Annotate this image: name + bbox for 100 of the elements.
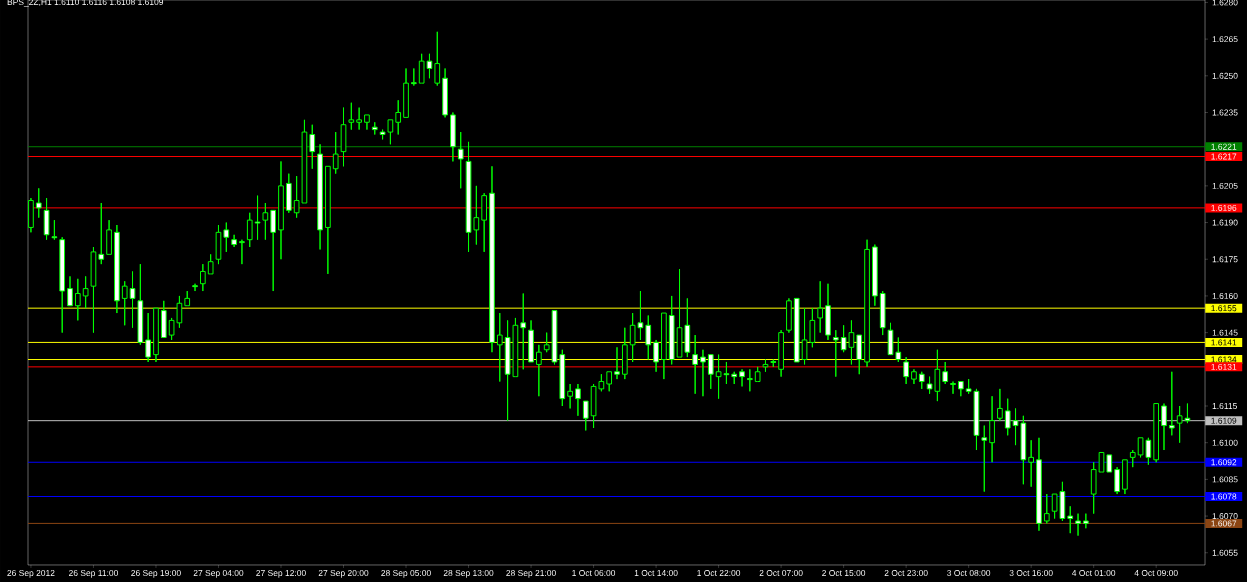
candlestick xyxy=(403,67,409,118)
candlestick xyxy=(223,222,230,253)
y-tick-label: 1.6235 xyxy=(1212,109,1238,116)
candlestick xyxy=(82,275,89,309)
candlestick xyxy=(614,346,620,380)
candlestick xyxy=(520,292,527,370)
candlestick xyxy=(825,283,831,341)
candlestick xyxy=(457,131,464,189)
candlestick xyxy=(582,400,589,431)
candlestick xyxy=(942,361,949,385)
x-tick-label: 4 Oct 01:00 xyxy=(1071,570,1116,576)
y-tick-label: 1.6160 xyxy=(1212,292,1238,299)
candlestick xyxy=(754,366,761,383)
candlestick xyxy=(856,334,863,375)
ref-line-label: 1.6109 xyxy=(1211,417,1237,424)
candlestick xyxy=(1161,403,1167,451)
y-tick-label: 1.6175 xyxy=(1212,256,1238,263)
candlestick xyxy=(770,359,777,368)
candlestick xyxy=(1114,466,1120,495)
candlestick xyxy=(67,275,73,307)
candlestick xyxy=(621,327,628,380)
candlestick xyxy=(895,337,902,363)
candlestick xyxy=(332,131,339,175)
candlestick xyxy=(51,219,58,241)
x-tick-label: 28 Sep 05:00 xyxy=(381,570,431,578)
candlestick xyxy=(1106,454,1113,473)
y-tick-label: 1.6205 xyxy=(1212,182,1238,189)
x-tick-label: 26 Sep 19:00 xyxy=(131,570,181,578)
chart-title: BPS_2Z,H1 1.6110 1.6116 1.6108 1.6109 xyxy=(7,0,164,7)
candlestick xyxy=(903,356,909,385)
candlestick xyxy=(528,319,534,363)
candlestick xyxy=(434,31,441,87)
y-tick-label: 1.6055 xyxy=(1212,549,1238,556)
candlestick xyxy=(340,107,347,167)
candlestick xyxy=(707,354,714,390)
candlestick xyxy=(872,244,878,307)
candlestick xyxy=(74,278,81,321)
candlestick xyxy=(864,239,870,368)
candlestick xyxy=(778,329,784,378)
candlestick xyxy=(192,283,198,292)
candlestick xyxy=(559,349,566,407)
x-tick-label: 1 Oct 14:00 xyxy=(634,570,678,576)
candlestick xyxy=(981,425,988,493)
candlestick xyxy=(59,236,66,334)
x-tick-label: 27 Sep 04:00 xyxy=(193,570,244,578)
candlestick xyxy=(692,334,698,395)
candlestick xyxy=(606,371,613,392)
candlestick xyxy=(106,219,112,255)
ref-line-label: 1.6141 xyxy=(1211,339,1237,346)
candlestick xyxy=(950,381,956,395)
candlestick xyxy=(481,192,488,253)
x-tick-label: 4 Oct 09:00 xyxy=(1134,570,1178,576)
candlestick xyxy=(1036,437,1042,532)
candlestick xyxy=(997,388,1003,422)
candlestick xyxy=(28,197,34,233)
candlestick xyxy=(489,165,495,353)
candlestick xyxy=(536,344,542,397)
ref-line-label: 1.6078 xyxy=(1211,493,1237,500)
candlestick xyxy=(129,270,136,329)
x-tick-label: 3 Oct 16:00 xyxy=(1009,570,1053,576)
y-tick-label: 1.6070 xyxy=(1212,513,1238,520)
candlestick xyxy=(1004,398,1011,436)
ref-line-label: 1.6217 xyxy=(1211,153,1237,160)
x-tick-label: 28 Sep 13:00 xyxy=(443,570,494,578)
candlestick xyxy=(661,312,667,380)
candlestick xyxy=(450,111,456,162)
candlestick xyxy=(747,368,753,392)
candlestick xyxy=(575,383,581,417)
candlestick xyxy=(278,160,284,260)
candlestick xyxy=(371,121,378,136)
candlestick xyxy=(239,239,245,265)
candlestick xyxy=(207,253,214,275)
candlestick xyxy=(957,381,964,397)
candlestick xyxy=(200,263,206,292)
candlestick xyxy=(325,165,331,275)
candlestick xyxy=(114,224,120,314)
candlestick xyxy=(254,195,261,241)
candlestick xyxy=(98,202,105,265)
candlestick xyxy=(215,224,222,265)
candlestick xyxy=(668,295,675,365)
candlestick xyxy=(90,246,97,334)
y-tick-label: 1.6115 xyxy=(1212,403,1237,409)
candlestick xyxy=(121,280,128,326)
ref-line-label: 1.6131 xyxy=(1211,363,1237,370)
candlestick xyxy=(793,297,800,363)
ref-line-label: 1.6067 xyxy=(1211,520,1237,527)
candlestick xyxy=(1028,439,1034,488)
ref-line-label: 1.6155 xyxy=(1211,305,1237,312)
candlestick xyxy=(270,209,277,292)
candlestick xyxy=(739,368,745,387)
ref-line-label: 1.6134 xyxy=(1211,356,1237,363)
candlestick xyxy=(160,300,167,339)
candlestick xyxy=(653,339,659,373)
x-tick-label: 1 Oct 06:00 xyxy=(572,570,616,576)
x-tick-label: 2 Oct 23:00 xyxy=(884,570,928,576)
candlestick xyxy=(817,280,824,334)
candlestick xyxy=(1168,371,1175,436)
x-tick-label: 2 Oct 07:00 xyxy=(759,570,803,576)
y-tick-label: 1.6085 xyxy=(1212,476,1238,483)
x-tick-label: 2 Oct 15:00 xyxy=(822,570,866,576)
